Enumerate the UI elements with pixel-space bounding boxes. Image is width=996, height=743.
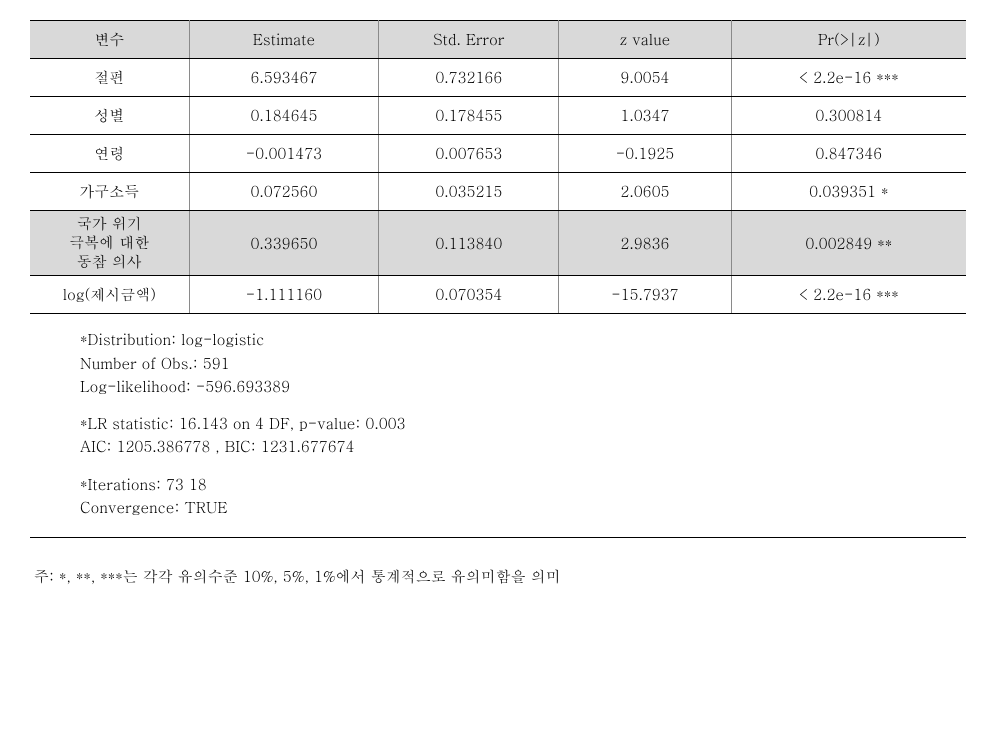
variable-cell: 절편 xyxy=(30,59,189,97)
model-notes: *Distribution: log-logistic Number of Ob… xyxy=(30,314,966,538)
table-row: log(제시금액)-1.1111600.070354-15.7937< 2.2e… xyxy=(30,276,966,314)
col-header: Pr(>|z|) xyxy=(731,21,966,59)
col-header: Estimate xyxy=(189,21,379,59)
value-cell: 1.0347 xyxy=(559,97,731,135)
value-cell: 0.178455 xyxy=(379,97,559,135)
col-header: Std. Error xyxy=(379,21,559,59)
value-cell: 0.847346 xyxy=(731,135,966,173)
header-row: 변수 Estimate Std. Error z value Pr(>|z|) xyxy=(30,21,966,59)
table-row: 절편6.5934670.7321669.0054< 2.2e-16 *** xyxy=(30,59,966,97)
variable-cell: 성별 xyxy=(30,97,189,135)
note-line: AIC: 1205.386778 , BIC: 1231.677674 xyxy=(80,435,956,458)
value-cell: 0.035215 xyxy=(379,173,559,211)
table-row: 국가 위기극복에 대한동참 의사0.3396500.1138402.98360.… xyxy=(30,211,966,276)
regression-table: 변수 Estimate Std. Error z value Pr(>|z|) … xyxy=(30,20,966,314)
col-header: 변수 xyxy=(30,21,189,59)
variable-cell: 연령 xyxy=(30,135,189,173)
value-cell: 9.0054 xyxy=(559,59,731,97)
table-row: 성별0.1846450.1784551.03470.300814 xyxy=(30,97,966,135)
value-cell: 0.007653 xyxy=(379,135,559,173)
value-cell: 0.072560 xyxy=(189,173,379,211)
table-row: 연령-0.0014730.007653-0.19250.847346 xyxy=(30,135,966,173)
value-cell: 0.339650 xyxy=(189,211,379,276)
col-header: z value xyxy=(559,21,731,59)
note-line: Log-likelihood: -596.693389 xyxy=(80,375,956,398)
variable-cell: log(제시금액) xyxy=(30,276,189,314)
note-line: *Iterations: 73 18 xyxy=(80,473,956,496)
value-cell: -1.111160 xyxy=(189,276,379,314)
value-cell: 0.113840 xyxy=(379,211,559,276)
note-line: Number of Obs.: 591 xyxy=(80,352,956,375)
note-line: *LR statistic: 16.143 on 4 DF, p-value: … xyxy=(80,412,956,435)
value-cell: 0.039351 * xyxy=(731,173,966,211)
note-line: *Distribution: log-logistic xyxy=(80,328,956,351)
note-line: Convergence: TRUE xyxy=(80,496,956,519)
value-cell: 6.593467 xyxy=(189,59,379,97)
value-cell: 0.300814 xyxy=(731,97,966,135)
value-cell: 0.732166 xyxy=(379,59,559,97)
table-row: 가구소득0.0725600.0352152.06050.039351 * xyxy=(30,173,966,211)
value-cell: 2.9836 xyxy=(559,211,731,276)
value-cell: -0.1925 xyxy=(559,135,731,173)
variable-cell: 국가 위기극복에 대한동참 의사 xyxy=(30,211,189,276)
significance-footnote: 주: *, **, ***는 각각 유의수준 10%, 5%, 1%에서 통계적… xyxy=(30,538,966,587)
table-body: 절편6.5934670.7321669.0054< 2.2e-16 ***성별0… xyxy=(30,59,966,314)
value-cell: < 2.2e-16 *** xyxy=(731,276,966,314)
value-cell: 0.002849 ** xyxy=(731,211,966,276)
value-cell: < 2.2e-16 *** xyxy=(731,59,966,97)
value-cell: 0.070354 xyxy=(379,276,559,314)
value-cell: -15.7937 xyxy=(559,276,731,314)
value-cell: 2.0605 xyxy=(559,173,731,211)
value-cell: -0.001473 xyxy=(189,135,379,173)
value-cell: 0.184645 xyxy=(189,97,379,135)
variable-cell: 가구소득 xyxy=(30,173,189,211)
